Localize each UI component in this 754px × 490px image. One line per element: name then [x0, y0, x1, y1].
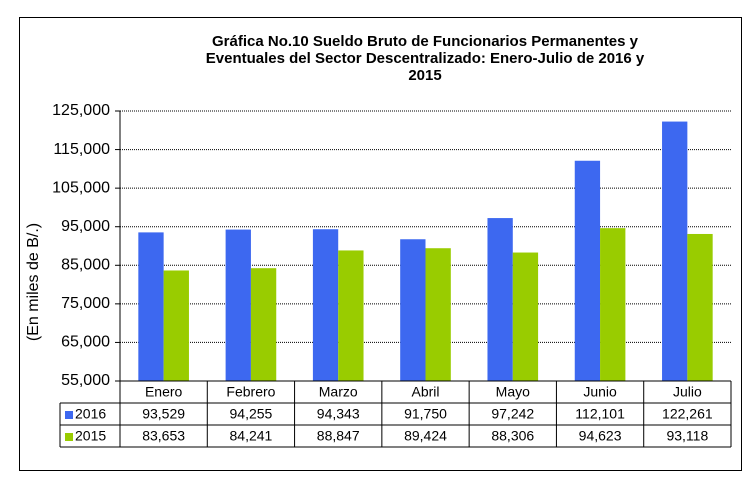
x-tick-label: Mayo: [496, 384, 530, 400]
bar: [662, 121, 688, 382]
bar: [163, 270, 189, 381]
data-label: 94,343: [317, 406, 360, 422]
data-label: 94,623: [579, 428, 622, 444]
legend-label: 2015: [75, 428, 106, 444]
legend-swatch: [65, 411, 73, 419]
x-tick-label: Febrero: [226, 384, 275, 400]
data-label: 97,242: [491, 406, 534, 422]
bar: [400, 239, 426, 381]
data-label: 88,847: [317, 428, 360, 444]
x-tick-label: Julio: [673, 384, 702, 400]
data-label: 91,750: [404, 406, 447, 422]
data-label: 94,255: [230, 406, 273, 422]
bar: [512, 252, 539, 381]
data-label: 88,306: [491, 428, 534, 444]
bar: [574, 160, 601, 381]
x-tick-label: Abril: [411, 384, 439, 400]
chart-title: Eventuales del Sector Descentralizado: E…: [206, 50, 645, 67]
legend-label: 2016: [75, 406, 106, 422]
bar: [225, 229, 251, 381]
bar: [250, 268, 277, 381]
y-tick-label: 85,000: [61, 257, 110, 274]
x-tick-label: Junio: [583, 384, 617, 400]
data-label: 93,529: [142, 406, 185, 422]
y-tick-label: 95,000: [61, 218, 110, 235]
y-tick-label: 65,000: [61, 334, 110, 351]
chart-title: Gráfica No.10 Sueldo Bruto de Funcionari…: [212, 33, 639, 50]
x-tick-label: Marzo: [319, 384, 358, 400]
y-tick-label: 75,000: [61, 295, 110, 312]
data-label: 89,424: [404, 428, 447, 444]
data-label: 93,118: [666, 428, 708, 444]
data-label: 112,101: [575, 406, 625, 422]
data-label: 84,241: [230, 428, 273, 444]
legend-swatch: [65, 433, 73, 441]
chart-title: 2015: [408, 67, 441, 84]
x-tick-label: Enero: [145, 384, 183, 400]
y-tick-label: 125,000: [52, 102, 110, 119]
bar: [600, 228, 626, 381]
data-label: 83,653: [142, 428, 185, 444]
bar: [687, 233, 713, 381]
bar: [425, 248, 451, 381]
data-label: 122,261: [662, 406, 713, 422]
bar: [312, 229, 339, 381]
bar: [487, 218, 513, 381]
bar: [338, 250, 364, 381]
bar: [138, 232, 164, 381]
y-tick-label: 115,000: [53, 141, 110, 158]
y-tick-label: 105,000: [52, 179, 110, 196]
y-tick-label: 55,000: [61, 372, 110, 389]
y-axis-label: (En miles de B/.): [25, 223, 42, 341]
